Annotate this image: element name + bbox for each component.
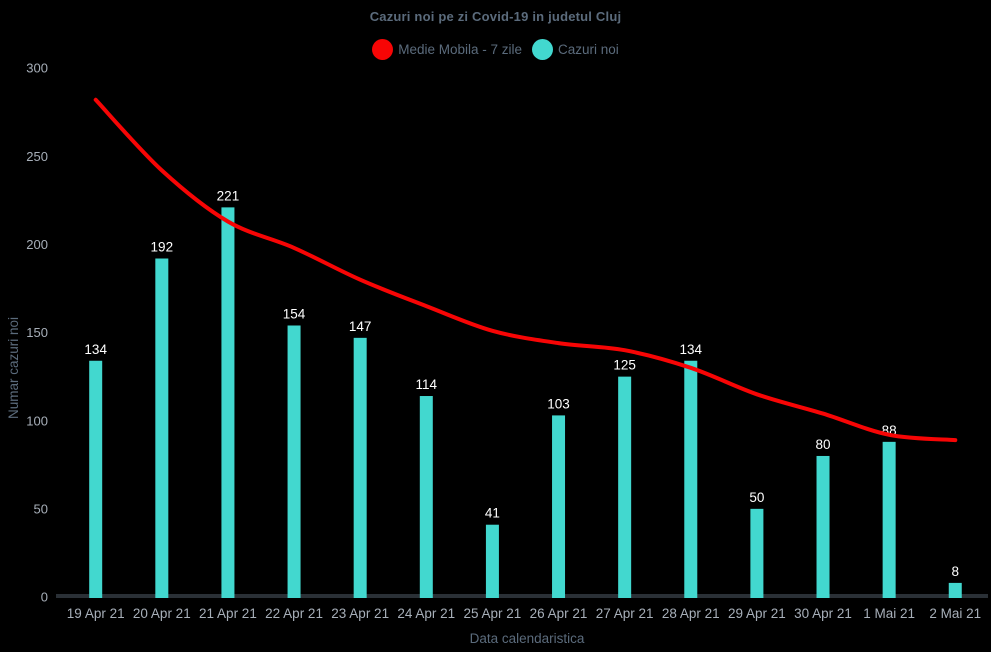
legend: Medie Mobila - 7 zile Cazuri noi <box>0 39 991 60</box>
x-tick-label: 24 Apr 21 <box>397 606 455 621</box>
y-tick-label: 100 <box>26 413 48 428</box>
x-tick-label: 1 Mai 21 <box>863 606 915 621</box>
bar-value-label: 50 <box>749 490 764 505</box>
bar-value-label: 41 <box>485 506 500 521</box>
bar[interactable] <box>353 337 367 598</box>
bar[interactable] <box>287 325 301 598</box>
chart-title: Cazuri noi pe zi Covid-19 in judetul Clu… <box>369 9 622 24</box>
y-tick-label: 250 <box>26 149 48 164</box>
bar-value-label: 103 <box>547 396 570 411</box>
x-tick-label: 28 Apr 21 <box>662 606 720 621</box>
bar-value-label: 125 <box>613 358 636 373</box>
bar-value-label: 8 <box>952 564 960 579</box>
bar[interactable] <box>882 441 896 598</box>
x-tick-label: 19 Apr 21 <box>67 606 125 621</box>
bar-value-label: 192 <box>151 240 174 255</box>
x-axis-title: Data calendaristica <box>470 631 585 646</box>
bar-value-label: 147 <box>349 319 372 334</box>
bar-value-label: 80 <box>816 437 831 452</box>
legend-item-cazuri-noi[interactable]: Cazuri noi <box>532 39 619 60</box>
x-tick-label: 25 Apr 21 <box>464 606 522 621</box>
x-tick-label: 22 Apr 21 <box>265 606 323 621</box>
bar[interactable] <box>750 508 764 598</box>
x-tick-label: 30 Apr 21 <box>794 606 852 621</box>
bar[interactable] <box>618 376 632 598</box>
x-tick-label: 23 Apr 21 <box>331 606 389 621</box>
moving-average-line[interactable] <box>93 97 958 443</box>
y-tick-label: 0 <box>41 590 48 605</box>
x-tick-label: 27 Apr 21 <box>596 606 654 621</box>
x-tick-label: 20 Apr 21 <box>133 606 191 621</box>
y-tick-label: 150 <box>26 325 48 340</box>
y-tick-label: 300 <box>26 61 48 76</box>
bar[interactable] <box>485 524 499 598</box>
bar-value-label: 221 <box>217 188 240 203</box>
cazuri-noi-legend-marker-icon <box>532 39 554 60</box>
bar[interactable] <box>816 455 830 598</box>
bar[interactable] <box>684 360 698 598</box>
bar-value-label: 134 <box>680 342 703 357</box>
y-tick-label: 50 <box>34 501 48 516</box>
medie-mobila-legend-marker-icon <box>372 39 394 60</box>
bar-value-label: 134 <box>84 342 107 357</box>
bar[interactable] <box>221 207 235 598</box>
y-tick-label: 200 <box>26 237 48 252</box>
x-tick-label: 21 Apr 21 <box>199 606 257 621</box>
x-tick-label: 29 Apr 21 <box>728 606 786 621</box>
y-axis-title: Numar cazuri noi <box>6 317 21 419</box>
legend-label-medie-mobila: Medie Mobila - 7 zile <box>398 42 523 57</box>
bar-value-label: 114 <box>416 377 438 392</box>
x-tick-label: 26 Apr 21 <box>530 606 588 621</box>
legend-label-cazuri-noi: Cazuri noi <box>558 42 619 57</box>
x-tick-label: 2 Mai 21 <box>929 606 981 621</box>
bar[interactable] <box>89 360 103 598</box>
bar-value-label: 154 <box>283 306 306 321</box>
bar[interactable] <box>155 258 169 598</box>
bar[interactable] <box>552 415 566 598</box>
legend-item-medie-mobila[interactable]: Medie Mobila - 7 zile <box>372 39 522 60</box>
bar[interactable] <box>948 582 962 598</box>
bar[interactable] <box>419 396 433 598</box>
